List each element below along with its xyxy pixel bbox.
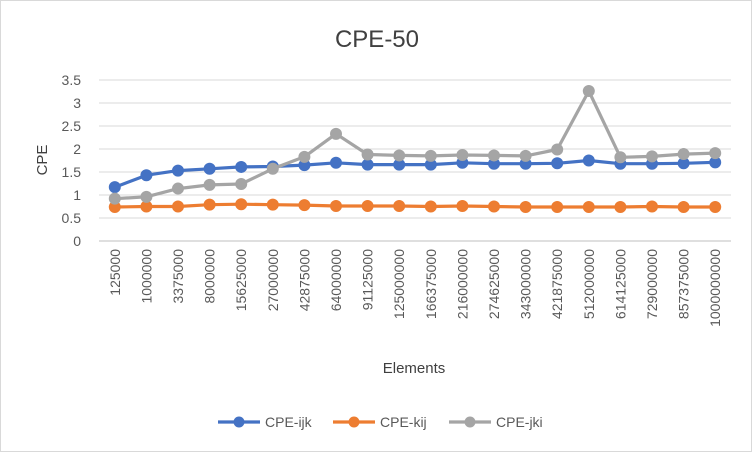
- y-tick-label: 3.5: [62, 72, 82, 88]
- legend: CPE-ijk CPE-kij CPE-jki: [218, 414, 543, 430]
- x-tick-label: 125000000: [391, 249, 407, 319]
- y-tick-label: 1: [73, 187, 81, 203]
- legend-swatch-marker: [464, 416, 476, 428]
- legend-swatch-marker: [348, 416, 360, 428]
- data-point: [330, 127, 342, 140]
- data-point: [614, 151, 627, 164]
- x-tick-label: 421875000: [549, 249, 565, 319]
- data-point: [424, 149, 437, 162]
- data-point: [393, 149, 406, 162]
- chart-title: CPE-50: [335, 26, 419, 53]
- data-point: [677, 200, 690, 213]
- data-point: [140, 169, 153, 182]
- legend-label: CPE-kij: [380, 414, 427, 430]
- y-tick-label: 0.5: [62, 210, 82, 226]
- legend-item: CPE-jki: [449, 414, 543, 430]
- data-point: [298, 150, 311, 163]
- data-point: [551, 157, 564, 170]
- data-point: [235, 177, 248, 190]
- data-point: [361, 148, 374, 161]
- data-point: [330, 200, 342, 213]
- data-point: [140, 190, 153, 203]
- data-point: [235, 198, 248, 211]
- data-point: [551, 143, 564, 156]
- data-point: [646, 200, 658, 213]
- legend-label: CPE-jki: [496, 414, 543, 430]
- x-axis-title: Elements: [383, 360, 446, 377]
- x-tick-label: 15625000: [233, 249, 249, 312]
- data-point: [582, 200, 595, 213]
- x-tick-label: 64000000: [328, 249, 344, 312]
- gridlines: [99, 79, 731, 242]
- data-point: [235, 160, 248, 173]
- y-tick-label: 2: [73, 141, 81, 157]
- x-tick-label: 857375000: [676, 249, 692, 319]
- data-point: [646, 150, 658, 163]
- x-tick-label: 27000000: [265, 249, 281, 312]
- data-point: [488, 200, 500, 213]
- data-point: [393, 200, 406, 213]
- data-point: [582, 85, 595, 98]
- data-point: [266, 162, 279, 175]
- x-tick-label: 274625000: [486, 249, 502, 319]
- data-point: [614, 200, 627, 213]
- legend-item: CPE-kij: [333, 414, 427, 430]
- data-point: [266, 198, 279, 211]
- series-cpe-jki: [108, 85, 722, 205]
- data-point: [456, 200, 469, 213]
- data-point: [108, 181, 121, 194]
- y-tick-label: 3: [73, 95, 81, 111]
- y-tick-label: 2.5: [62, 118, 82, 134]
- legend-item: CPE-ijk: [218, 414, 313, 430]
- x-tick-label: 614125000: [612, 249, 628, 319]
- x-tick-label: 8000000: [202, 249, 218, 304]
- x-tick-label: 1000000: [138, 249, 154, 304]
- data-point: [203, 178, 216, 191]
- series-group: [108, 85, 722, 213]
- data-point: [172, 182, 184, 195]
- x-tick-label: 343000000: [518, 249, 534, 319]
- data-point: [298, 199, 311, 212]
- data-point: [709, 200, 722, 213]
- data-point: [677, 148, 690, 161]
- data-point: [361, 158, 374, 171]
- x-tick-label: 166375000: [423, 249, 439, 319]
- data-point: [582, 154, 595, 167]
- data-point: [108, 192, 121, 205]
- x-tick-label: 3375000: [170, 249, 186, 304]
- data-point: [488, 149, 500, 162]
- series-cpe-kij: [108, 198, 722, 213]
- data-point: [172, 200, 184, 213]
- y-tick-label: 0: [73, 233, 81, 249]
- x-tick-label: 1000000000: [707, 249, 723, 327]
- data-point: [456, 148, 469, 161]
- data-point: [709, 147, 722, 160]
- x-tick-label: 42875000: [296, 249, 312, 312]
- y-axis-title: CPE: [34, 145, 51, 176]
- data-point: [519, 149, 532, 162]
- x-tick-label: 729000000: [644, 249, 660, 319]
- x-tick-label: 512000000: [581, 249, 597, 319]
- data-point: [424, 200, 437, 213]
- x-tick-label: 91125000: [360, 249, 376, 310]
- legend-label: CPE-ijk: [265, 414, 313, 430]
- legend-swatch-marker: [233, 416, 245, 428]
- data-point: [203, 198, 216, 211]
- y-tick-label: 1.5: [62, 164, 82, 180]
- x-axis-tick-labels: 125000 1000000 3375000 8000000 15625000 27000…: [107, 249, 723, 327]
- data-point: [203, 162, 216, 175]
- x-tick-label: 125000: [107, 249, 123, 296]
- data-point: [551, 200, 564, 213]
- data-point: [519, 200, 532, 213]
- x-tick-label: 216000000: [454, 249, 470, 319]
- data-point: [361, 200, 374, 213]
- data-point: [172, 164, 184, 177]
- data-point: [330, 156, 342, 169]
- y-axis-tick-labels: 0 0.5 1 1.5 2 2.5 3 3.5: [62, 72, 82, 249]
